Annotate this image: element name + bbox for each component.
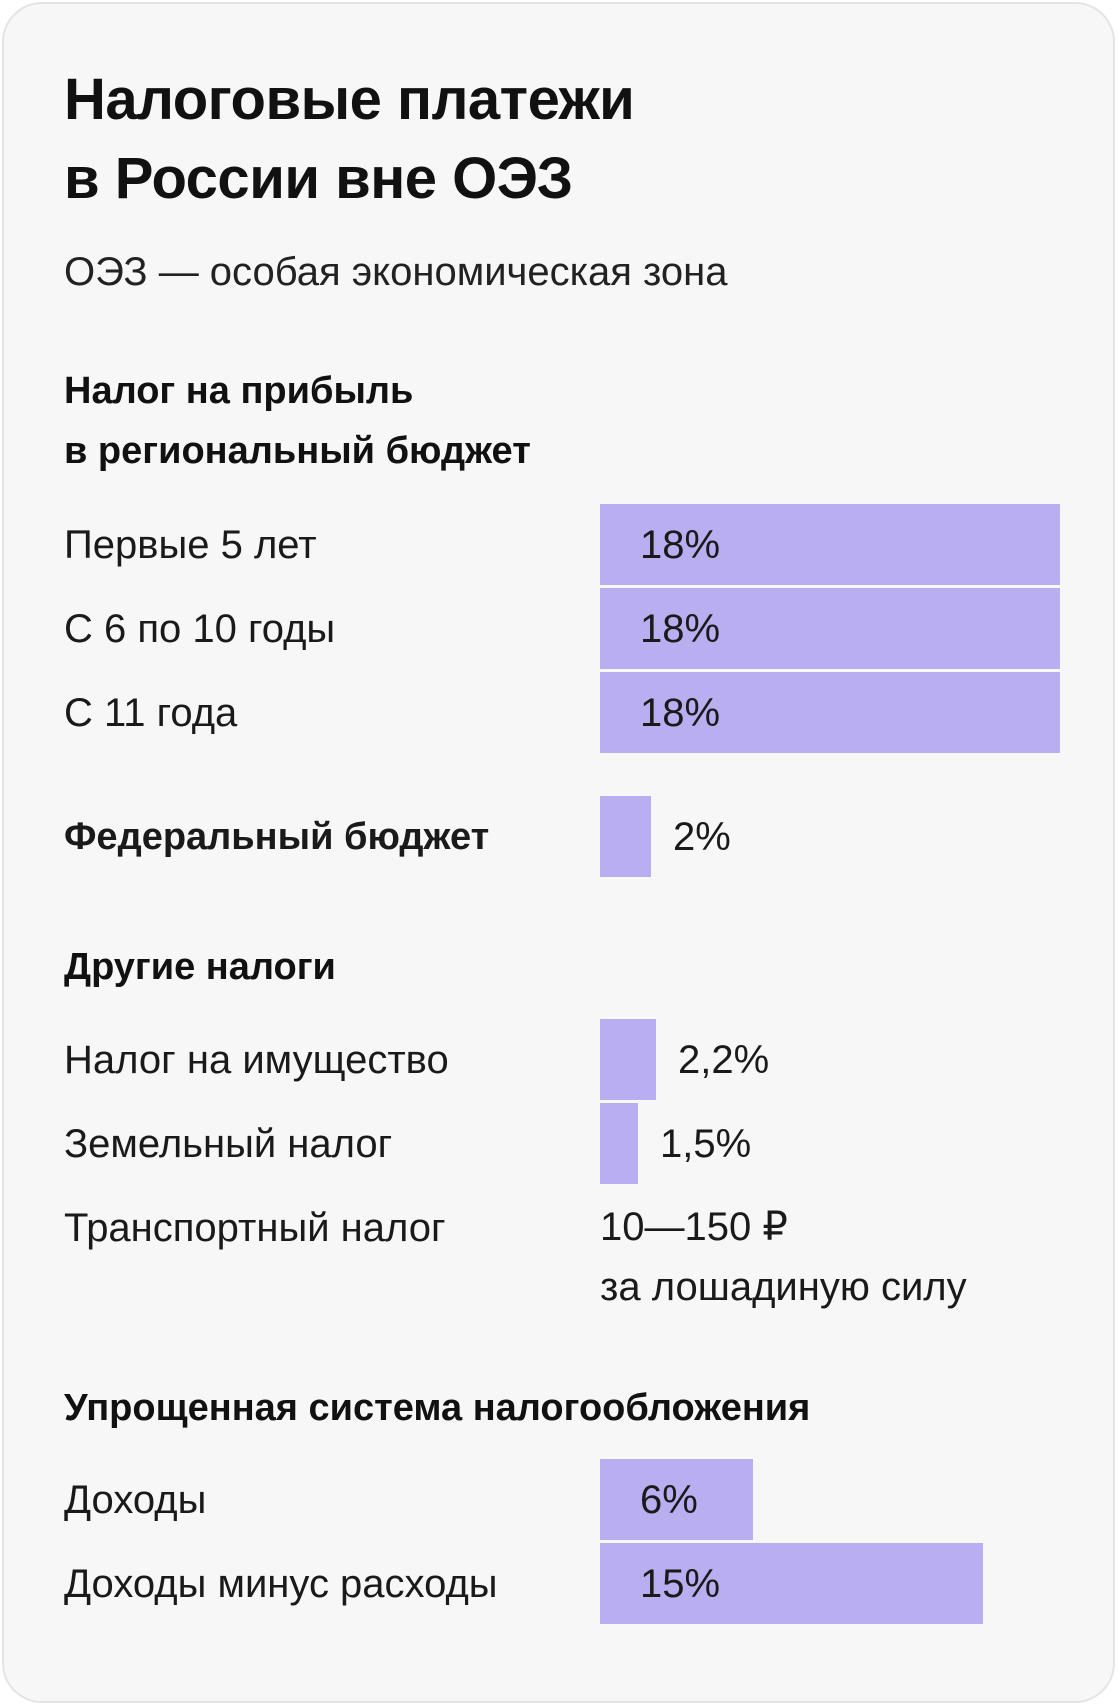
- title-line-2: в России вне ОЭЗ: [64, 146, 573, 211]
- transport-value-line-1: 10—150 ₽: [600, 1205, 788, 1249]
- row-label-income: Доходы: [64, 1478, 207, 1522]
- title-line-1: Налоговые платежи: [64, 67, 635, 132]
- bar-from-11-years: [600, 672, 1060, 753]
- bar-income: [600, 1459, 753, 1540]
- subtitle: ОЭЗ — особая экономическая зона: [64, 250, 728, 294]
- row-label-from-11-years: С 11 года: [64, 691, 238, 735]
- row-label-land-tax: Земельный налог: [64, 1122, 393, 1166]
- row-label-first-5-years: Первые 5 лет: [64, 523, 317, 567]
- value-land-tax: 1,5%: [660, 1122, 752, 1166]
- value-property-tax: 2,2%: [678, 1038, 770, 1082]
- row-label-property-tax: Налог на имущество: [64, 1038, 449, 1082]
- value-6-to-10-years: 18%: [640, 607, 721, 651]
- bar-federal-budget: [600, 796, 651, 877]
- transport-value-line-2: за лошадиную силу: [600, 1265, 967, 1309]
- section-heading-profit-tax: Налог на прибыль в региональный бюджет: [64, 361, 531, 481]
- bar-income-minus-expenses: [600, 1543, 983, 1624]
- heading-line-2: в региональный бюджет: [64, 430, 531, 472]
- bar-property-tax: [600, 1019, 656, 1100]
- value-income-minus-expenses: 15%: [640, 1562, 721, 1606]
- row-label-6-to-10-years: С 6 по 10 годы: [64, 607, 336, 651]
- value-federal-budget: 2%: [673, 815, 731, 859]
- value-from-11-years: 18%: [640, 691, 721, 735]
- bar-land-tax: [600, 1103, 638, 1184]
- row-label-federal-budget: Федеральный бюджет: [64, 816, 490, 858]
- row-label-income-minus-expenses: Доходы минус расходы: [64, 1562, 498, 1606]
- value-first-5-years: 18%: [640, 523, 721, 567]
- bar-6-to-10-years: [600, 588, 1060, 669]
- heading-line-1: Налог на прибыль: [64, 370, 414, 412]
- section-heading-other-taxes: Другие налоги: [64, 946, 336, 988]
- row-label-transport-tax: Транспортный налог: [64, 1206, 446, 1250]
- section-heading-simplified-system: Упрощенная система налогообложения: [64, 1387, 811, 1429]
- bar-first-5-years: [600, 504, 1060, 585]
- value-income: 6%: [640, 1478, 698, 1522]
- page-title: Налоговые платежи в России вне ОЭЗ: [64, 60, 635, 218]
- value-transport-tax: 10—150 ₽ за лошадиную силу: [600, 1197, 967, 1317]
